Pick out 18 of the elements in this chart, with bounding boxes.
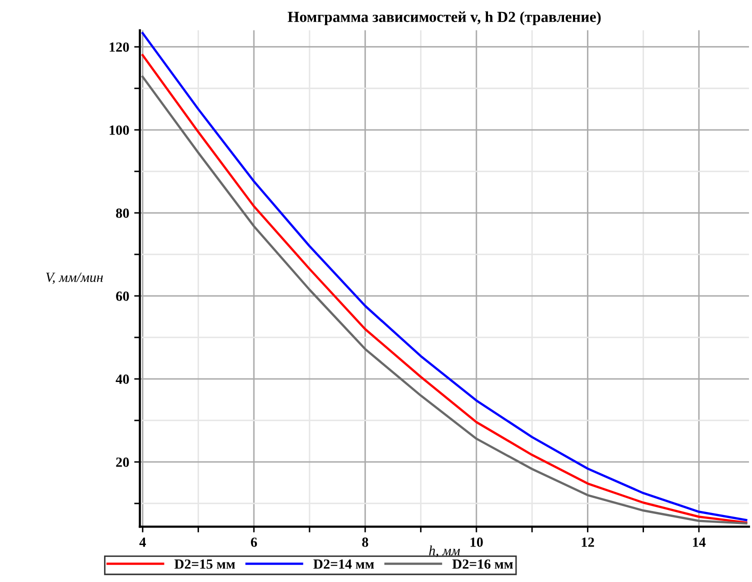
y-tick-label: 60: [116, 292, 129, 301]
y-tick-label: 20: [116, 458, 129, 467]
y-tick-label: 80: [116, 208, 129, 218]
x-tick-label: 4: [139, 538, 146, 547]
x-tick-label: 6: [250, 538, 257, 547]
x-tick-label: 12: [582, 538, 594, 547]
y-tick-label: 40: [116, 374, 129, 384]
legend-label: D2=16 мм: [452, 559, 513, 569]
x-tick-label: 10: [470, 538, 483, 547]
x-tick-label: 14: [693, 538, 706, 547]
legend-label: D2=15 мм: [174, 559, 235, 569]
chart-title: Номграмма зависимостей v, h D2 (травление): [288, 11, 601, 26]
y-tick-label: 120: [110, 42, 129, 52]
legend-label: D2=14 мм: [313, 559, 374, 569]
y-axis-title: V, мм/мин: [46, 272, 103, 284]
y-tick-label: 100: [110, 125, 129, 135]
x-axis-title: h, мм: [429, 546, 460, 558]
x-tick-label: 8: [362, 538, 368, 547]
